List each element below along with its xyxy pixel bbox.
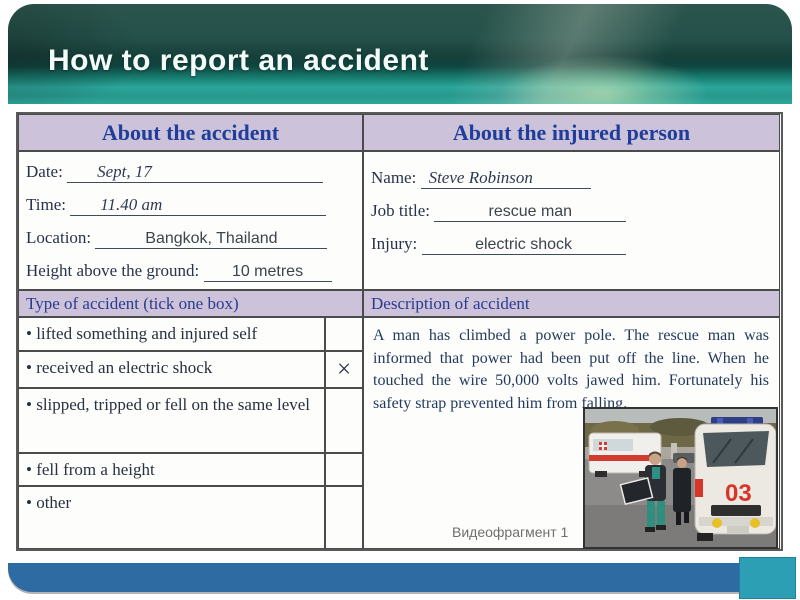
- injury-label: Injury:: [371, 234, 418, 253]
- accident-details-cell: Date: Sept, 17 Time: 11.40 am Location: …: [18, 151, 363, 290]
- video-fragment-link[interactable]: Видеофрагмент 1: [452, 524, 569, 540]
- time-value: 11.40 am: [100, 195, 163, 214]
- name-field: Name: Steve Robinson: [371, 168, 779, 201]
- ambulance-photo[interactable]: 03: [583, 407, 778, 549]
- ambulance-03-text: 03: [725, 480, 752, 507]
- job-title-field: Job title: rescue man: [371, 201, 779, 234]
- injury-field: Injury: electric shock: [371, 234, 779, 267]
- option-electric-shock: • received an electric shock: [18, 351, 325, 388]
- left-column-header: About the accident: [18, 114, 363, 151]
- option-other: • other: [18, 486, 325, 549]
- job-title-label: Job title:: [371, 201, 431, 220]
- checkbox-fell[interactable]: [325, 453, 363, 486]
- location-label: Location:: [26, 228, 92, 247]
- height-field: Height above the ground: 10 metres: [26, 261, 362, 289]
- option-fell: • fell from a height: [18, 453, 325, 486]
- date-field: Date: Sept, 17: [26, 162, 362, 195]
- date-value: Sept, 17: [97, 162, 152, 181]
- checkbox-other[interactable]: [325, 486, 363, 549]
- footer-bar: [8, 563, 772, 592]
- type-of-accident-header: Type of accident (tick one box): [18, 290, 363, 317]
- height-label: Height above the ground:: [26, 261, 200, 280]
- time-field: Time: 11.40 am: [26, 195, 362, 228]
- injury-value: electric shock: [475, 236, 572, 253]
- description-header: Description of accident: [363, 290, 780, 317]
- checkbox-slipped[interactable]: [325, 388, 363, 453]
- height-value: 10 metres: [231, 263, 304, 280]
- ambulance-photo-art: 03: [585, 409, 776, 547]
- time-label: Time:: [26, 195, 67, 214]
- option-slipped: • slipped, tripped or fell on the same l…: [18, 388, 325, 453]
- name-label: Name:: [371, 168, 417, 187]
- name-value: Steve Robinson: [428, 168, 533, 187]
- header-banner: How to report an accident: [8, 4, 792, 104]
- slide-title: How to report an accident: [48, 44, 429, 77]
- right-column-header: About the injured person: [363, 114, 780, 151]
- injured-person-details-cell: Name: Steve Robinson Job title: rescue m…: [363, 151, 780, 290]
- job-title-value: rescue man: [488, 203, 573, 220]
- date-label: Date:: [26, 162, 63, 181]
- checkbox-lifted[interactable]: [325, 317, 363, 351]
- option-lifted: • lifted something and injured self: [18, 317, 325, 351]
- accident-report-table: About the accident About the injured per…: [16, 112, 783, 551]
- footer-corner-square: [739, 557, 796, 599]
- location-field: Location: Bangkok, Thailand: [26, 228, 362, 261]
- checkbox-electric-shock[interactable]: ×: [325, 351, 363, 388]
- location-value: Bangkok, Thailand: [145, 230, 278, 247]
